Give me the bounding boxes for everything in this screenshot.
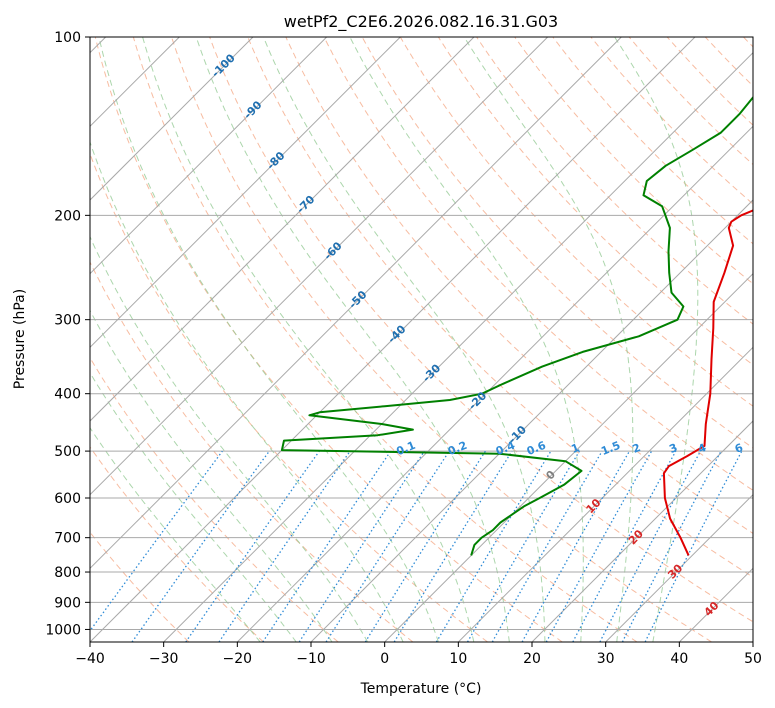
y-tick-label: 500 — [54, 444, 81, 460]
isotherm-line — [163, 51, 753, 642]
y-tick-label: 300 — [54, 313, 81, 329]
mixing-ratio-line — [90, 450, 223, 632]
mixing-ratio-line — [644, 450, 743, 642]
x-tick-label: 30 — [597, 651, 615, 667]
moist-adiabat — [90, 426, 261, 642]
dry-adiabat — [628, 37, 753, 166]
dry-adiabat — [552, 37, 753, 245]
mixing-ratio-line — [218, 450, 351, 642]
dry-adiabat — [323, 37, 753, 491]
mixing-ratio-line — [393, 450, 513, 642]
y-axis-title: Pressure (hPa) — [12, 289, 28, 389]
dry-adiabat — [132, 37, 638, 642]
y-tick-label: 900 — [54, 595, 81, 611]
isotherm-line — [236, 125, 753, 642]
mixing-ratio-line — [185, 450, 320, 642]
moist-adiabat — [614, 37, 699, 642]
mixing-ratio-line — [131, 450, 270, 642]
x-tick-label: −10 — [296, 651, 326, 667]
isotherm-line — [90, 37, 328, 275]
x-tick-label: −40 — [75, 651, 105, 667]
isotherm-line — [90, 37, 549, 496]
mixing-ratio-line — [572, 450, 677, 642]
moist-adiabat — [262, 37, 546, 642]
x-tick-label: 20 — [523, 651, 541, 667]
dry-adiabat — [90, 260, 414, 642]
x-tick-label: 0 — [380, 651, 389, 667]
dry-adiabat — [437, 37, 753, 366]
dry-adiabat — [209, 37, 753, 623]
moist-adiabat — [90, 140, 404, 642]
plot-frame — [89, 36, 754, 643]
y-tick-label: 400 — [54, 387, 81, 403]
x-axis-title: Temperature (°C) — [360, 681, 482, 697]
mixing-ratio-line — [262, 450, 392, 642]
isotherm-line — [90, 37, 254, 201]
isotherm-line — [90, 37, 475, 422]
isotherm-line — [384, 272, 753, 642]
isotherm-line — [310, 199, 753, 642]
moist-adiabat — [90, 235, 369, 642]
y-tick-label: 700 — [54, 531, 81, 547]
isotherm-line — [605, 493, 753, 642]
isotherm-line — [457, 346, 753, 642]
y-tick-label: 1000 — [45, 622, 81, 638]
mixing-ratio-label: 2 — [631, 441, 643, 456]
dewpoint-line — [280, 95, 753, 556]
chart-title: wetPf2_C2E6.2026.082.16.31.G03 — [284, 12, 558, 32]
mixing-ratio-line — [298, 450, 425, 642]
x-tick-label: 40 — [670, 651, 688, 667]
dry-adiabat — [171, 37, 712, 642]
dry-adiabat — [90, 446, 264, 642]
dry-adiabat — [247, 37, 753, 578]
moist-adiabat — [142, 37, 475, 642]
moist-adiabat — [98, 37, 439, 642]
moist-adiabat — [195, 37, 510, 642]
isotherm-line — [752, 641, 753, 642]
dry-adiabat — [361, 37, 753, 449]
y-axis: 100 200 300 400 500 600 700 800 900 1000 — [45, 30, 90, 638]
moist-adiabat — [90, 371, 297, 642]
x-tick-label: 10 — [449, 651, 467, 667]
dry-adiabat — [399, 37, 753, 407]
mixing-ratio-line — [545, 450, 653, 642]
y-tick-label: 200 — [54, 208, 81, 224]
x-axis: −40 −30 −20 −10 0 10 20 30 40 50 — [75, 642, 762, 667]
isotherm-line — [90, 37, 622, 570]
mixing-ratio-label: 8 — [761, 441, 773, 456]
plot-background — [90, 37, 753, 642]
dry-adiabat — [90, 152, 488, 642]
x-tick-label: −20 — [223, 651, 253, 667]
x-tick-label: −30 — [149, 651, 179, 667]
mixing-ratio-line — [325, 450, 450, 642]
dry-adiabat — [285, 37, 753, 535]
plot-area: -100-90-80-70-60-50-40-30-20-10010203040… — [89, 36, 773, 643]
isotherm-line — [90, 37, 401, 349]
moist-adiabat — [349, 37, 584, 642]
isotherm-line — [90, 37, 696, 642]
profiles — [280, 95, 753, 556]
mixing-ratio-label: 3 — [667, 441, 679, 456]
moist-adiabat — [90, 309, 333, 642]
mixing-ratio-line — [521, 450, 631, 642]
isotherm-line — [531, 420, 753, 642]
y-tick-label: 600 — [54, 491, 81, 507]
x-tick-label: 50 — [744, 651, 762, 667]
y-tick-label: 100 — [54, 30, 81, 46]
temperature-line — [662, 209, 753, 556]
background-lines — [90, 37, 753, 642]
y-tick-label: 800 — [54, 565, 81, 581]
mixing-ratio-label: 1 — [569, 441, 581, 456]
